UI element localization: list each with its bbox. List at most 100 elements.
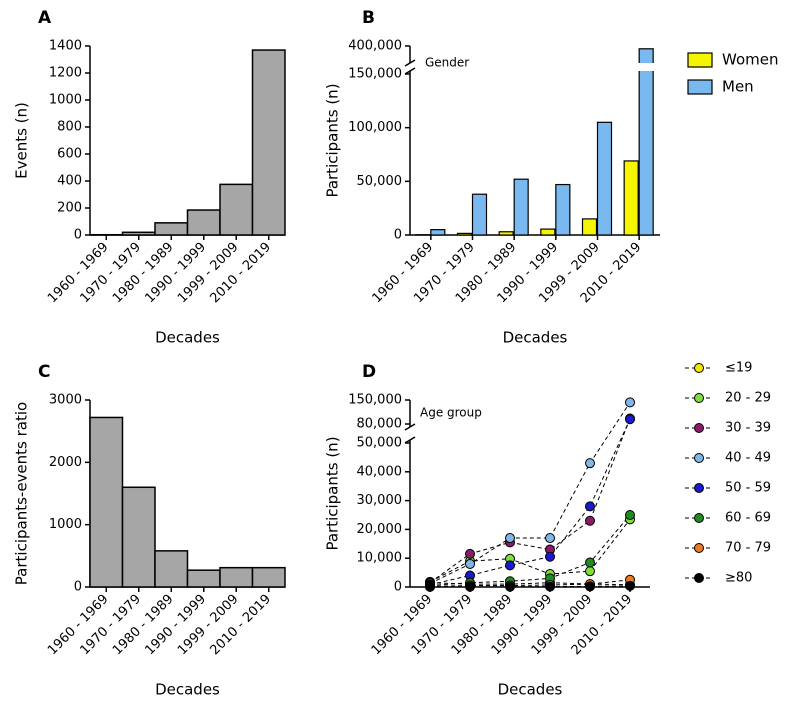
y-tick-label: 400,000 bbox=[348, 39, 402, 54]
panel-label: A bbox=[38, 8, 52, 28]
y-tick-label: 100,000 bbox=[348, 120, 402, 135]
data-point bbox=[585, 557, 595, 568]
data-point bbox=[585, 581, 595, 592]
data-point bbox=[585, 501, 595, 512]
bar bbox=[498, 231, 514, 236]
bar bbox=[154, 222, 189, 236]
data-point bbox=[505, 581, 515, 592]
series-line bbox=[429, 402, 631, 584]
y-axis-label: Participants (n) bbox=[324, 83, 342, 197]
y-tick-label: 3000 bbox=[49, 393, 82, 408]
legend-label: 60 - 69 bbox=[725, 511, 771, 526]
legend-label: 40 - 49 bbox=[725, 451, 771, 466]
y-tick-label: 200 bbox=[57, 201, 82, 216]
data-point bbox=[545, 533, 555, 544]
y-axis-label: Events (n) bbox=[13, 102, 31, 179]
bar bbox=[251, 566, 286, 588]
y-tick-label: 1000 bbox=[49, 517, 82, 532]
series-line bbox=[429, 418, 631, 584]
y-tick-label: 1400 bbox=[49, 39, 82, 54]
legend-label: Women bbox=[722, 51, 778, 69]
data-point bbox=[585, 566, 595, 577]
bar bbox=[251, 49, 286, 236]
data-point bbox=[465, 548, 475, 559]
series-line bbox=[429, 585, 631, 588]
axis-break-mark bbox=[404, 67, 416, 75]
y-tick-label: 0 bbox=[74, 580, 82, 595]
data-point bbox=[585, 515, 595, 526]
y-tick-label: 600 bbox=[57, 147, 82, 162]
legend-marker bbox=[694, 483, 704, 493]
data-point bbox=[585, 458, 595, 469]
axis-break-mark bbox=[404, 59, 416, 67]
y-tick-label: 30,000 bbox=[357, 493, 403, 508]
x-axis-label: Decades bbox=[155, 681, 220, 699]
legend-marker bbox=[694, 543, 704, 553]
legend-label: ≥80 bbox=[725, 571, 752, 586]
bar bbox=[186, 569, 221, 588]
bar bbox=[186, 209, 221, 236]
y-axis-label: Participants (n) bbox=[324, 436, 342, 550]
legend-marker bbox=[694, 573, 704, 583]
bar bbox=[121, 231, 156, 236]
series-line bbox=[429, 582, 631, 586]
bar bbox=[219, 183, 254, 236]
annotation: Age group bbox=[420, 406, 482, 420]
series-line bbox=[429, 519, 631, 583]
data-point bbox=[505, 533, 515, 544]
panel-label: D bbox=[362, 362, 376, 382]
panel-label: B bbox=[362, 8, 375, 28]
y-tick-label: 1000 bbox=[49, 93, 82, 108]
y-tick-label: 20,000 bbox=[357, 522, 403, 537]
series-line bbox=[429, 514, 631, 587]
legend-marker bbox=[694, 513, 704, 523]
legend-marker bbox=[694, 453, 704, 463]
bar bbox=[596, 121, 613, 236]
data-point bbox=[465, 581, 475, 592]
y-tick-label: 150,000 bbox=[348, 393, 402, 408]
data-point bbox=[625, 580, 635, 591]
series-line bbox=[429, 418, 631, 586]
y-tick-label: 10,000 bbox=[357, 551, 403, 566]
bar bbox=[638, 48, 654, 236]
bar bbox=[219, 566, 254, 588]
bar bbox=[540, 228, 556, 236]
y-tick-label: 2000 bbox=[49, 455, 82, 470]
y-tick-label: 0 bbox=[394, 228, 402, 243]
legend-label: 50 - 59 bbox=[725, 481, 771, 496]
y-tick-label: 1200 bbox=[49, 66, 82, 81]
data-point bbox=[625, 510, 635, 520]
data-point bbox=[465, 558, 475, 569]
bar bbox=[121, 486, 156, 588]
x-axis-label: Decades bbox=[155, 329, 220, 347]
legend-label: 20 - 29 bbox=[725, 391, 771, 406]
x-axis-label: Decades bbox=[498, 681, 563, 699]
axis-break-gap bbox=[404, 427, 413, 440]
y-tick-label: 50,000 bbox=[357, 174, 403, 189]
bar bbox=[89, 416, 124, 588]
data-point bbox=[505, 560, 515, 571]
series-line bbox=[429, 579, 631, 587]
x-axis-label: Decades bbox=[503, 329, 568, 347]
data-point bbox=[545, 551, 555, 562]
y-tick-label: 150,000 bbox=[348, 67, 402, 82]
bar bbox=[456, 232, 473, 236]
bar bbox=[513, 178, 529, 236]
legend-label: ≤19 bbox=[725, 361, 752, 376]
bar bbox=[555, 183, 571, 236]
legend-label: 30 - 39 bbox=[725, 421, 771, 436]
annotation: Gender bbox=[425, 56, 469, 70]
data-point bbox=[425, 581, 435, 592]
y-tick-label: 0 bbox=[74, 228, 82, 243]
panel-label: C bbox=[38, 362, 50, 382]
bar bbox=[623, 160, 639, 236]
y-tick-label: 0 bbox=[394, 580, 402, 595]
legend-swatch bbox=[687, 52, 713, 68]
axis-break-mark bbox=[404, 436, 416, 444]
bar bbox=[581, 218, 598, 236]
y-tick-label: 40,000 bbox=[357, 464, 403, 479]
y-axis-label: Participants-events ratio bbox=[13, 402, 31, 585]
legend-label: Men bbox=[722, 78, 754, 96]
